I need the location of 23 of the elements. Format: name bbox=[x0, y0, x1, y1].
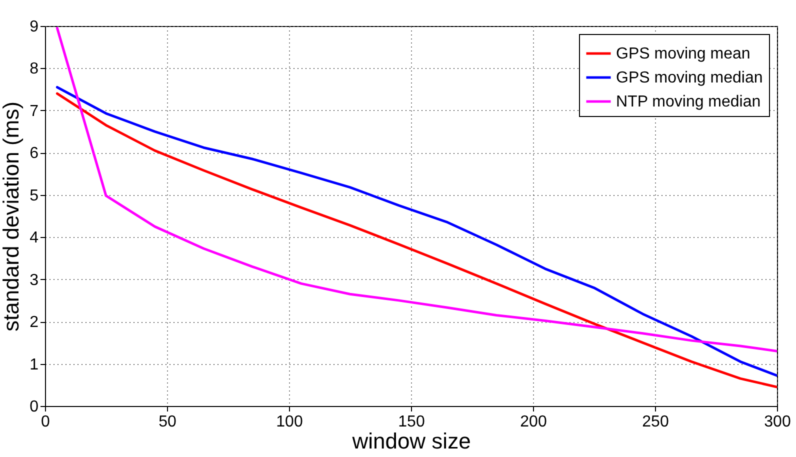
y-tick-label: 6 bbox=[30, 145, 39, 162]
y-tick-label: 9 bbox=[30, 18, 39, 36]
x-tick-label: 250 bbox=[642, 414, 669, 430]
y-tick-label: 0 bbox=[30, 398, 39, 416]
legend-label: GPS moving mean bbox=[616, 46, 750, 62]
x-tick-label: 300 bbox=[764, 414, 791, 430]
y-tick-label: 3 bbox=[30, 272, 39, 289]
x-tick-label: 200 bbox=[520, 414, 547, 430]
y-axis-title: standard deviation (ms) bbox=[0, 102, 24, 332]
legend-label: GPS moving median bbox=[616, 70, 763, 86]
y-tick-label: 7 bbox=[30, 102, 39, 120]
x-tick-label: 100 bbox=[276, 414, 303, 430]
x-tick-label: 150 bbox=[398, 414, 425, 430]
y-tick-label: 2 bbox=[30, 314, 39, 332]
x-axis-title: window size bbox=[351, 428, 471, 454]
x-tick-label: 0 bbox=[41, 414, 50, 430]
legend-label: NTP moving median bbox=[616, 94, 761, 110]
y-tick-label: 4 bbox=[30, 230, 39, 247]
line-series bbox=[56, 26, 777, 352]
y-tick-label: 1 bbox=[30, 356, 39, 374]
x-tick-label: 50 bbox=[158, 414, 176, 430]
y-tick-label: 8 bbox=[30, 60, 39, 78]
y-tick-label: 5 bbox=[30, 187, 39, 204]
